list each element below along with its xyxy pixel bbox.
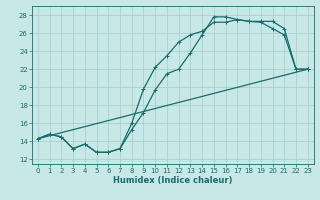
X-axis label: Humidex (Indice chaleur): Humidex (Indice chaleur)	[113, 176, 233, 185]
